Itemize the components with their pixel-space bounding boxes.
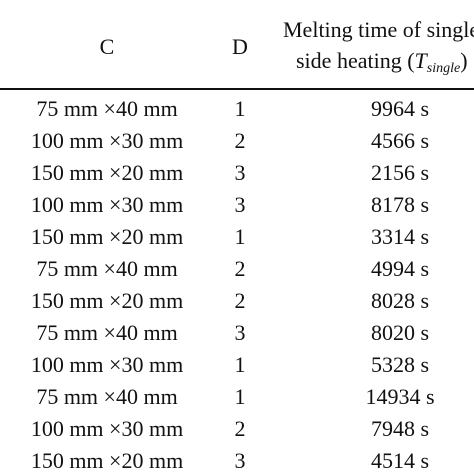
header-rule	[0, 88, 474, 90]
size-cell: 75 mm ×40 mm	[36, 256, 178, 281]
size-cell: 150 mm ×20 mm	[30, 288, 184, 313]
level-cell: 1	[234, 224, 246, 249]
header-text: )	[460, 48, 468, 73]
size-cell: 75 mm ×40 mm	[36, 320, 178, 345]
time-cell: 14934 s	[365, 384, 435, 409]
level-cell: 3	[234, 192, 246, 217]
header-melt-line2: side heating (Tsingle)	[296, 50, 468, 76]
size-cell: 100 mm ×30 mm	[30, 352, 184, 377]
header-d: D	[232, 34, 248, 59]
header-subscript: single	[426, 61, 461, 76]
level-cell: 2	[234, 288, 246, 313]
header-text: side heating (	[296, 48, 415, 73]
time-cell: 8178 s	[370, 192, 430, 217]
level-cell: 1	[234, 352, 246, 377]
size-cell: 150 mm ×20 mm	[30, 224, 184, 249]
time-cell: 4566 s	[370, 128, 430, 153]
size-cell: 75 mm ×40 mm	[36, 384, 178, 409]
level-cell: 2	[234, 128, 246, 153]
time-cell: 9964 s	[370, 96, 430, 121]
header-symbol: T	[414, 48, 427, 73]
time-cell: 3314 s	[370, 224, 430, 249]
time-cell: 8020 s	[370, 320, 430, 345]
level-cell: 2	[234, 416, 246, 441]
size-cell: 100 mm ×30 mm	[30, 192, 184, 217]
size-cell: 100 mm ×30 mm	[30, 128, 184, 153]
size-cell: 150 mm ×20 mm	[30, 160, 184, 185]
size-cell: 150 mm ×20 mm	[30, 448, 184, 473]
level-cell: 3	[234, 160, 246, 185]
level-cell: 2	[234, 256, 246, 281]
size-cell: 75 mm ×40 mm	[36, 96, 178, 121]
time-cell: 5328 s	[370, 352, 430, 377]
level-cell: 1	[234, 96, 246, 121]
level-cell: 3	[234, 448, 246, 473]
time-cell: 8028 s	[370, 288, 430, 313]
header-c: C	[99, 34, 115, 59]
time-cell: 4514 s	[370, 448, 430, 473]
time-cell: 4994 s	[370, 256, 430, 281]
time-cell: 7948 s	[370, 416, 430, 441]
time-cell: 2156 s	[370, 160, 430, 185]
size-cell: 100 mm ×30 mm	[30, 416, 184, 441]
level-cell: 1	[234, 384, 246, 409]
level-cell: 3	[234, 320, 246, 345]
header-melt-line1: Melting time of single-	[283, 17, 474, 42]
